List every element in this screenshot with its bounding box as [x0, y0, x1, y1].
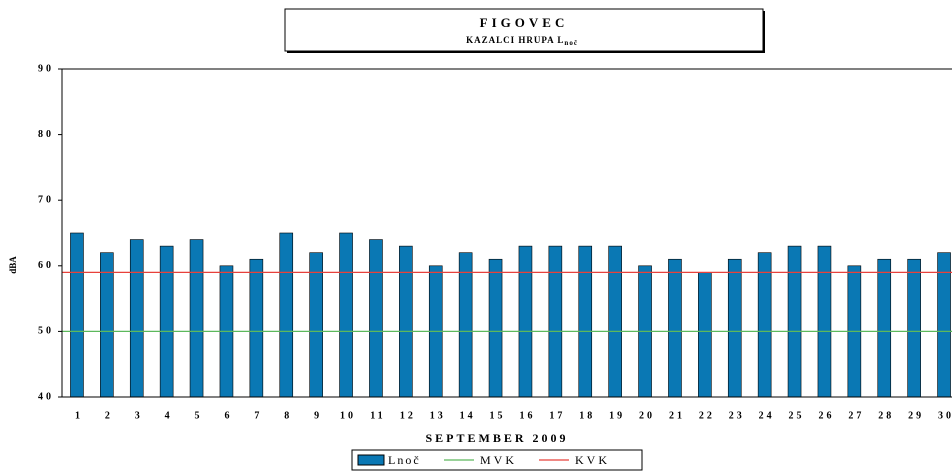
y-tick-label: 40	[38, 391, 54, 402]
x-tick-label: 17	[549, 410, 565, 421]
x-axis-label: SEPTEMBER 2009	[425, 431, 568, 445]
x-tick-label: 3	[135, 410, 143, 421]
bar	[309, 252, 323, 398]
bar	[937, 252, 951, 398]
x-tick-label: 19	[609, 410, 625, 421]
bar	[70, 232, 84, 398]
x-tick-label: 8	[284, 410, 292, 421]
x-tick-label: 23	[729, 410, 745, 421]
bar	[817, 245, 832, 398]
bar	[518, 245, 533, 398]
bar	[458, 252, 473, 398]
y-tick-label: 70	[38, 194, 54, 205]
x-tick-label: 21	[669, 410, 685, 421]
subtitle-subscript: noč	[564, 39, 578, 47]
legend-box	[351, 449, 643, 471]
x-tick-label: 2	[105, 410, 113, 421]
x-tick-label: 29	[908, 410, 924, 421]
x-tick-label: 4	[165, 410, 173, 421]
x-tick-label: 5	[195, 410, 203, 421]
legend-label: Lnoč	[388, 453, 421, 467]
bar	[727, 258, 742, 398]
subtitle-text: KAZALCI HRUPA L	[466, 35, 564, 45]
chart-subtitle: KAZALCI HRUPA Lnoč	[466, 35, 578, 47]
bar	[548, 245, 563, 398]
x-tick-label: 20	[639, 410, 655, 421]
x-tick-label: 6	[224, 410, 232, 421]
bar	[608, 245, 622, 398]
chart-title: FIGOVEC	[480, 15, 569, 30]
bar	[369, 239, 383, 398]
bar	[399, 245, 413, 398]
x-tick-label: 26	[818, 410, 834, 421]
bar	[787, 245, 802, 398]
x-tick-label: 15	[490, 410, 506, 421]
bar	[698, 272, 712, 398]
bar	[159, 245, 174, 398]
title-box	[284, 8, 764, 52]
bar	[668, 258, 682, 398]
x-tick-label: 9	[314, 410, 322, 421]
bar	[129, 239, 144, 398]
bar	[189, 239, 204, 398]
bar	[877, 258, 892, 398]
legend-swatch	[357, 454, 385, 466]
x-tick-label: 16	[519, 410, 535, 421]
x-tick-label: 22	[699, 410, 715, 421]
x-tick-label: 10	[340, 410, 356, 421]
y-tick-label: 50	[38, 326, 54, 337]
bar	[279, 232, 294, 398]
y-tick-label: 60	[38, 260, 54, 271]
legend-label: MVK	[480, 453, 517, 467]
x-tick-label: 25	[789, 410, 805, 421]
y-tick-label: 90	[38, 63, 54, 74]
x-tick-label: 7	[254, 410, 262, 421]
x-tick-label: 30	[938, 410, 952, 421]
bar	[249, 258, 264, 398]
bar	[578, 245, 593, 398]
x-tick-label: 11	[370, 410, 385, 421]
y-tick-label: 80	[38, 129, 54, 140]
x-tick-label: 18	[579, 410, 595, 421]
x-tick-label: 13	[430, 410, 446, 421]
x-tick-label: 28	[878, 410, 894, 421]
x-tick-label: 14	[460, 410, 476, 421]
bar	[339, 232, 353, 398]
bar	[907, 258, 921, 398]
x-tick-label: 12	[400, 410, 416, 421]
legend-label: KVK	[575, 453, 610, 467]
bar	[757, 252, 772, 398]
bar	[100, 252, 114, 398]
x-tick-label: 1	[75, 410, 83, 421]
x-tick-label: 24	[759, 410, 775, 421]
x-tick-label: 27	[848, 410, 864, 421]
y-axis-label: dBA	[8, 256, 18, 274]
bar	[488, 258, 503, 398]
legend: Lnoč MVK KVK	[357, 453, 610, 467]
